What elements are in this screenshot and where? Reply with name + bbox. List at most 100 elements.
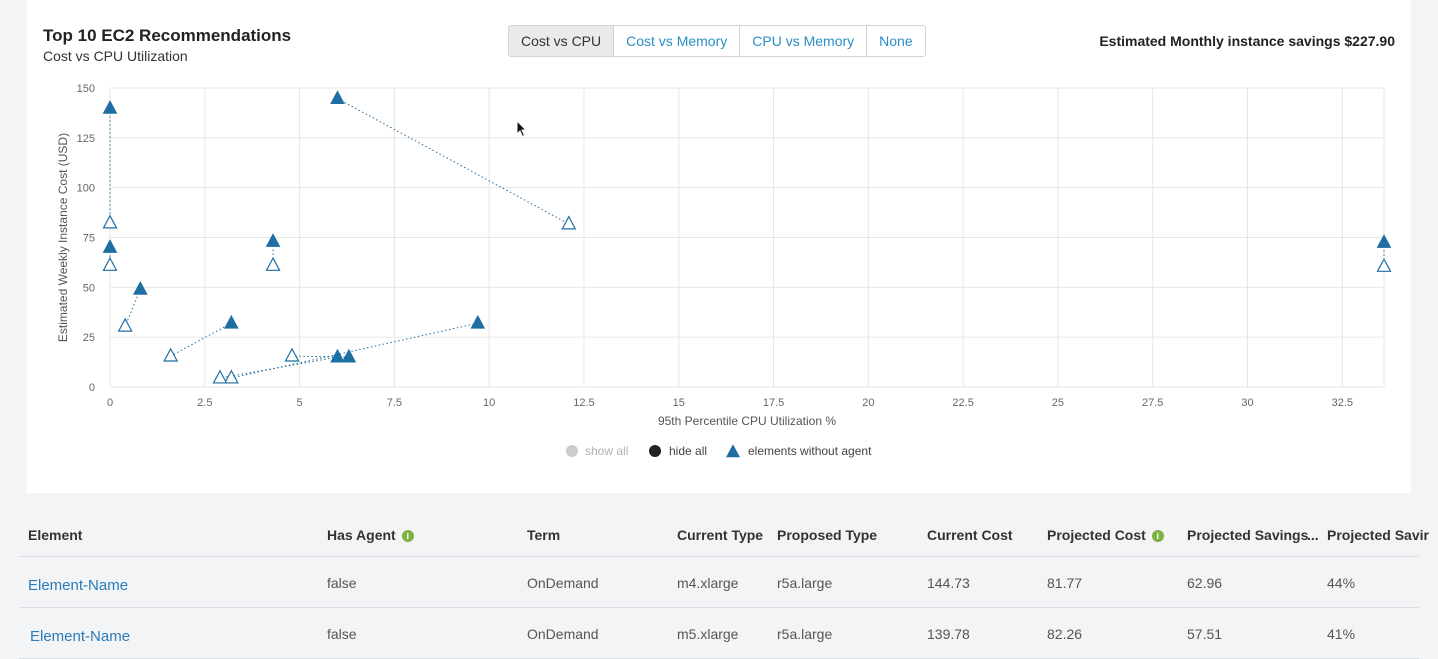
projected-point[interactable] (223, 369, 239, 384)
current-point[interactable] (223, 314, 239, 329)
table-row: Element-Name false OnDemand m4.xlarge r5… (19, 557, 1419, 608)
cell-current-cost: 139.78 (927, 626, 970, 642)
current-point[interactable] (132, 281, 148, 295)
projected-point[interactable] (117, 317, 133, 332)
legend-hide-all-dot[interactable] (649, 445, 661, 457)
legend-triangle-icon[interactable] (726, 444, 740, 458)
projected-point[interactable] (265, 256, 281, 271)
chart-subtitle: Cost vs CPU Utilization (43, 48, 188, 64)
cell-proposed-type: r5a.large (777, 575, 833, 591)
cell-current-cost: 144.73 (927, 575, 970, 591)
y-tick-label: 50 (83, 282, 95, 294)
current-point[interactable] (265, 233, 281, 247)
toggle-none[interactable]: None (866, 26, 924, 56)
current-point[interactable] (341, 348, 357, 363)
connector-line (170, 322, 232, 357)
legend-hide-all[interactable]: hide all (669, 444, 707, 458)
current-point[interactable] (330, 90, 345, 104)
x-tick-label: 0 (107, 397, 113, 409)
element-link[interactable]: Element-Name (30, 628, 131, 645)
legend-elements-without-agent[interactable]: elements without agent (748, 444, 872, 458)
x-tick-label: 17.5 (763, 397, 784, 409)
current-point[interactable] (330, 348, 345, 363)
projected-point[interactable] (561, 215, 577, 230)
x-tick-label: 30 (1241, 397, 1253, 409)
scatter-chart: 0 25 50 75 100 125 150 0 2.5 5 7.5 10 12.5 15 17.5 20 22… (56, 83, 1392, 458)
y-tick-label: 150 (77, 83, 95, 95)
chart-title: Top 10 EC2 Recommendations (43, 26, 292, 45)
toggle-cost-vs-memory[interactable]: Cost vs Memory (613, 26, 739, 56)
cell-projected-savings: 57.51 (1187, 626, 1223, 642)
current-point[interactable] (470, 314, 486, 329)
cell-projected-cost: 82.26 (1047, 626, 1083, 642)
cell-has-agent: false (327, 575, 357, 591)
current-point[interactable] (102, 100, 118, 114)
col-term[interactable]: Term (527, 527, 561, 543)
info-icon[interactable]: i (401, 530, 414, 542)
y-tick-label: 25 (83, 332, 95, 344)
cell-has-agent: false (327, 626, 357, 642)
connector-line (231, 322, 478, 379)
cell-projected-savings-pct: 41% (1327, 626, 1356, 642)
y-tick-label: 125 (77, 133, 95, 145)
column-ellipsis[interactable]: ... (1307, 527, 1319, 543)
cell-current-type: m4.xlarge (677, 575, 739, 591)
cell-projected-savings: 62.96 (1187, 575, 1223, 591)
x-tick-label: 12.5 (573, 397, 594, 409)
x-tick-label: 27.5 (1142, 397, 1163, 409)
table-header: Element Has Agent i Term Current Type Pro… (19, 511, 1429, 557)
projected-point[interactable] (102, 256, 118, 271)
projected-point[interactable] (163, 347, 179, 362)
x-tick-label: 5 (297, 397, 303, 409)
projected-point[interactable] (1376, 257, 1392, 272)
cell-projected-savings-pct: 44% (1327, 575, 1356, 591)
current-point[interactable] (102, 239, 118, 253)
cell-term: OnDemand (527, 575, 599, 591)
col-proposed-type[interactable]: Proposed Type (777, 527, 878, 543)
legend-show-all-dot[interactable] (566, 445, 578, 457)
cell-projected-cost: 81.77 (1047, 575, 1083, 591)
col-current-cost[interactable]: Current Cost (927, 527, 1013, 543)
recommendations-card: Top 10 EC2 Recommendations Cost vs CPU U… (27, 0, 1411, 493)
table-row: Element-Name false OnDemand m5.xlarge r5… (19, 608, 1419, 659)
x-tick-label: 15 (673, 397, 685, 409)
element-link[interactable]: Element-Name (28, 577, 129, 594)
y-tick-label: 0 (89, 382, 95, 394)
y-tick-label: 75 (83, 233, 95, 245)
estimated-savings: Estimated Monthly instance savings $227.… (1099, 33, 1395, 49)
connector-line (337, 98, 570, 225)
x-tick-label: 7.5 (387, 397, 402, 409)
cell-term: OnDemand (527, 626, 599, 642)
col-projected-cost-label: Projected Cost (1047, 527, 1146, 543)
x-axis-label: 95th Percentile CPU Utilization % (658, 414, 836, 428)
col-current-type[interactable]: Current Type (677, 527, 764, 543)
x-tick-label: 2.5 (197, 397, 212, 409)
col-has-agent[interactable]: Has Agent i (327, 527, 414, 543)
toggle-cpu-vs-memory[interactable]: CPU vs Memory (739, 26, 866, 56)
x-tick-label: 20 (862, 397, 874, 409)
toggle-cost-vs-cpu[interactable]: Cost vs CPU (509, 26, 614, 56)
x-tick-label: 22.5 (952, 397, 973, 409)
col-projected-savings-pct[interactable]: Projected Savir (1327, 527, 1429, 543)
legend-show-all[interactable]: show all (585, 444, 628, 458)
recommendations-table: Element Has Agent i Term Current Type Pro… (19, 511, 1429, 659)
x-tick-label: 32.5 (1332, 397, 1353, 409)
col-has-agent-label: Has Agent (327, 527, 396, 543)
col-element[interactable]: Element (28, 527, 83, 543)
col-projected-savings[interactable]: Projected Savings (1187, 527, 1309, 543)
x-tick-label: 10 (483, 397, 495, 409)
projected-point[interactable] (102, 214, 118, 229)
cell-proposed-type: r5a.large (777, 626, 833, 642)
y-axis-label: Estimated Weekly Instance Cost (USD) (56, 133, 70, 342)
y-tick-label: 100 (77, 183, 95, 195)
projected-point[interactable] (212, 369, 228, 384)
x-tick-label: 25 (1052, 397, 1064, 409)
info-icon[interactable]: i (1151, 530, 1164, 542)
cell-current-type: m5.xlarge (677, 626, 739, 642)
projected-point[interactable] (284, 347, 300, 362)
mouse-cursor-icon (516, 120, 528, 138)
connector-line (219, 356, 338, 379)
current-point[interactable] (1376, 234, 1392, 248)
col-projected-cost[interactable]: Projected Cost i (1047, 527, 1164, 543)
view-toggle-group: Cost vs CPU Cost vs Memory CPU vs Memory… (508, 25, 926, 57)
